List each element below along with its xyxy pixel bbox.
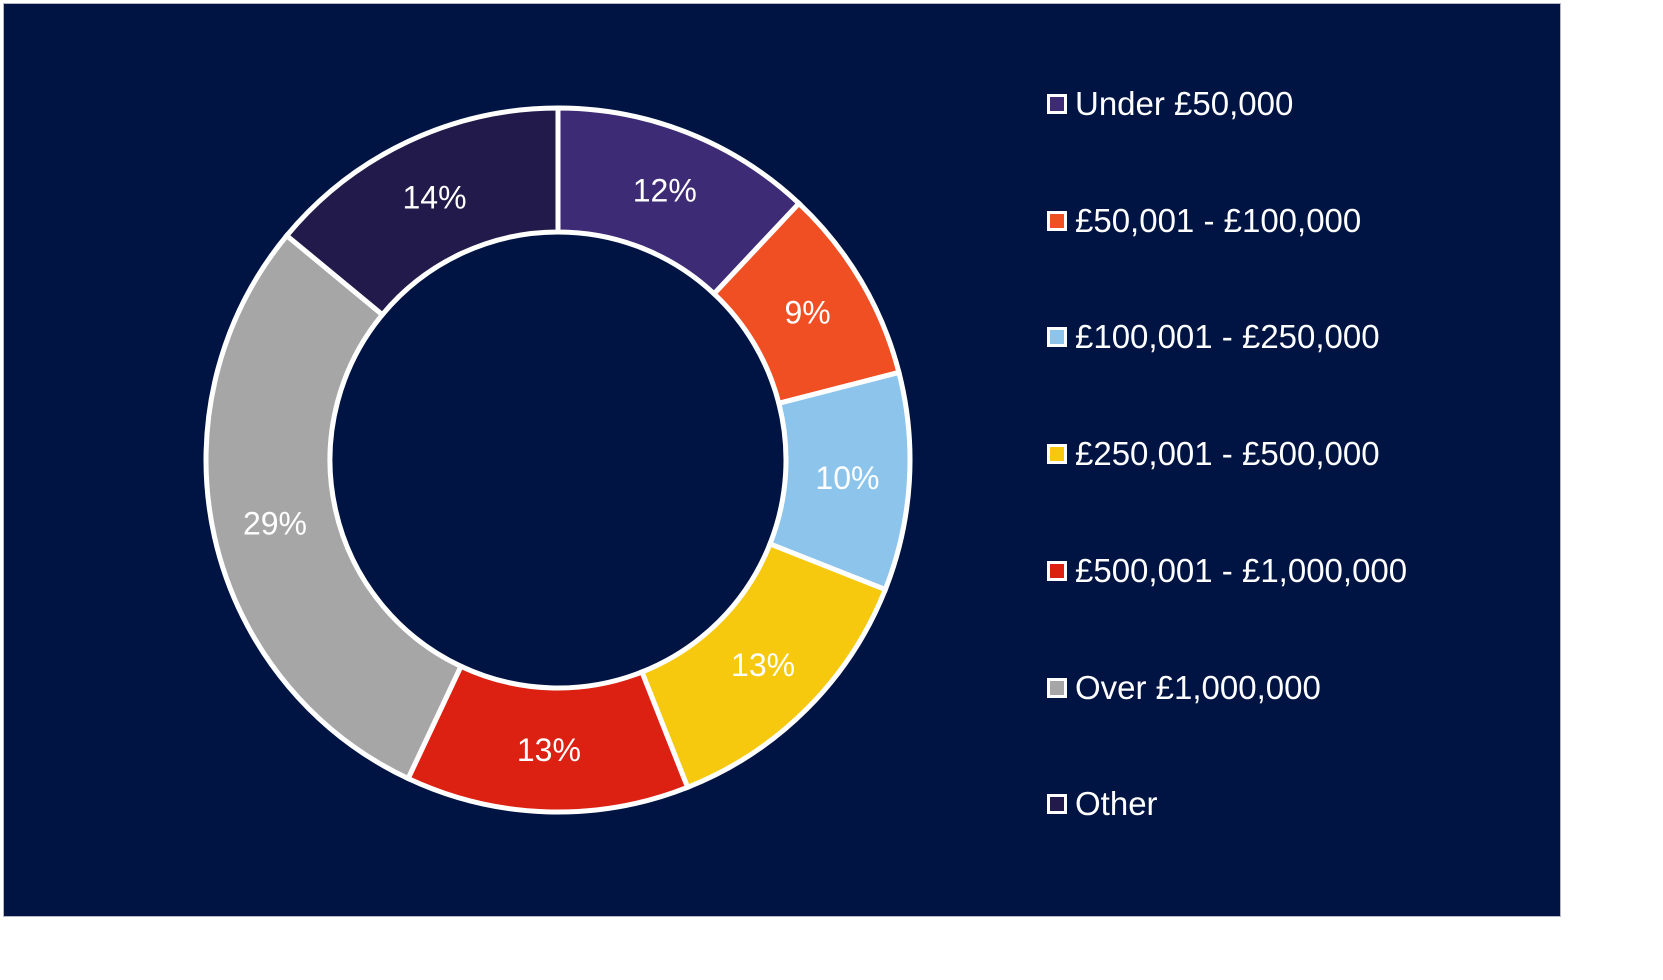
donut-slice	[203, 232, 465, 782]
legend-swatch	[1047, 94, 1067, 114]
legend-label: £250,001 - £500,000	[1075, 435, 1380, 473]
donut-slice	[283, 105, 561, 319]
slice-data-label: 13%	[517, 732, 581, 768]
legend-item: £100,001 - £250,000	[1047, 315, 1380, 359]
slice-data-label: 9%	[784, 294, 830, 330]
legend-label: Over £1,000,000	[1075, 668, 1321, 706]
legend-swatch	[1047, 560, 1067, 581]
legend-label: Under £50,000	[1075, 85, 1294, 122]
legend-item: Other	[1047, 782, 1158, 826]
slice-data-label: 12%	[633, 172, 697, 208]
legend-swatch	[1047, 677, 1067, 698]
legend-item: Under £50,000	[1047, 82, 1293, 126]
donut-chart: 12% 9% 10% 13% 13% 29% 14%	[203, 105, 913, 815]
legend-label: £500,001 - £1,000,000	[1075, 551, 1408, 589]
legend-item: £50,001 - £100,000	[1047, 199, 1361, 243]
legend-swatch	[1047, 794, 1067, 815]
legend-item: Over £1,000,000	[1047, 666, 1321, 710]
legend-item: £500,001 - £1,000,000	[1047, 549, 1407, 593]
legend-item: £250,001 - £500,000	[1047, 432, 1380, 476]
legend-swatch	[1047, 444, 1067, 465]
slice-data-label: 29%	[243, 505, 307, 541]
legend-swatch	[1047, 210, 1067, 231]
legend-swatch	[1047, 327, 1067, 348]
legend-label: £50,001 - £100,000	[1075, 201, 1362, 239]
slice-data-label: 14%	[403, 180, 467, 216]
slice-data-label: 13%	[731, 647, 795, 683]
slice-data-label: 10%	[815, 460, 879, 496]
chart-panel: 12% 9% 10% 13% 13% 29% 14% Under £50,000 £50,00…	[3, 3, 1561, 917]
legend-label: Other	[1075, 785, 1158, 823]
legend-label: £100,001 - £250,000	[1075, 318, 1380, 356]
